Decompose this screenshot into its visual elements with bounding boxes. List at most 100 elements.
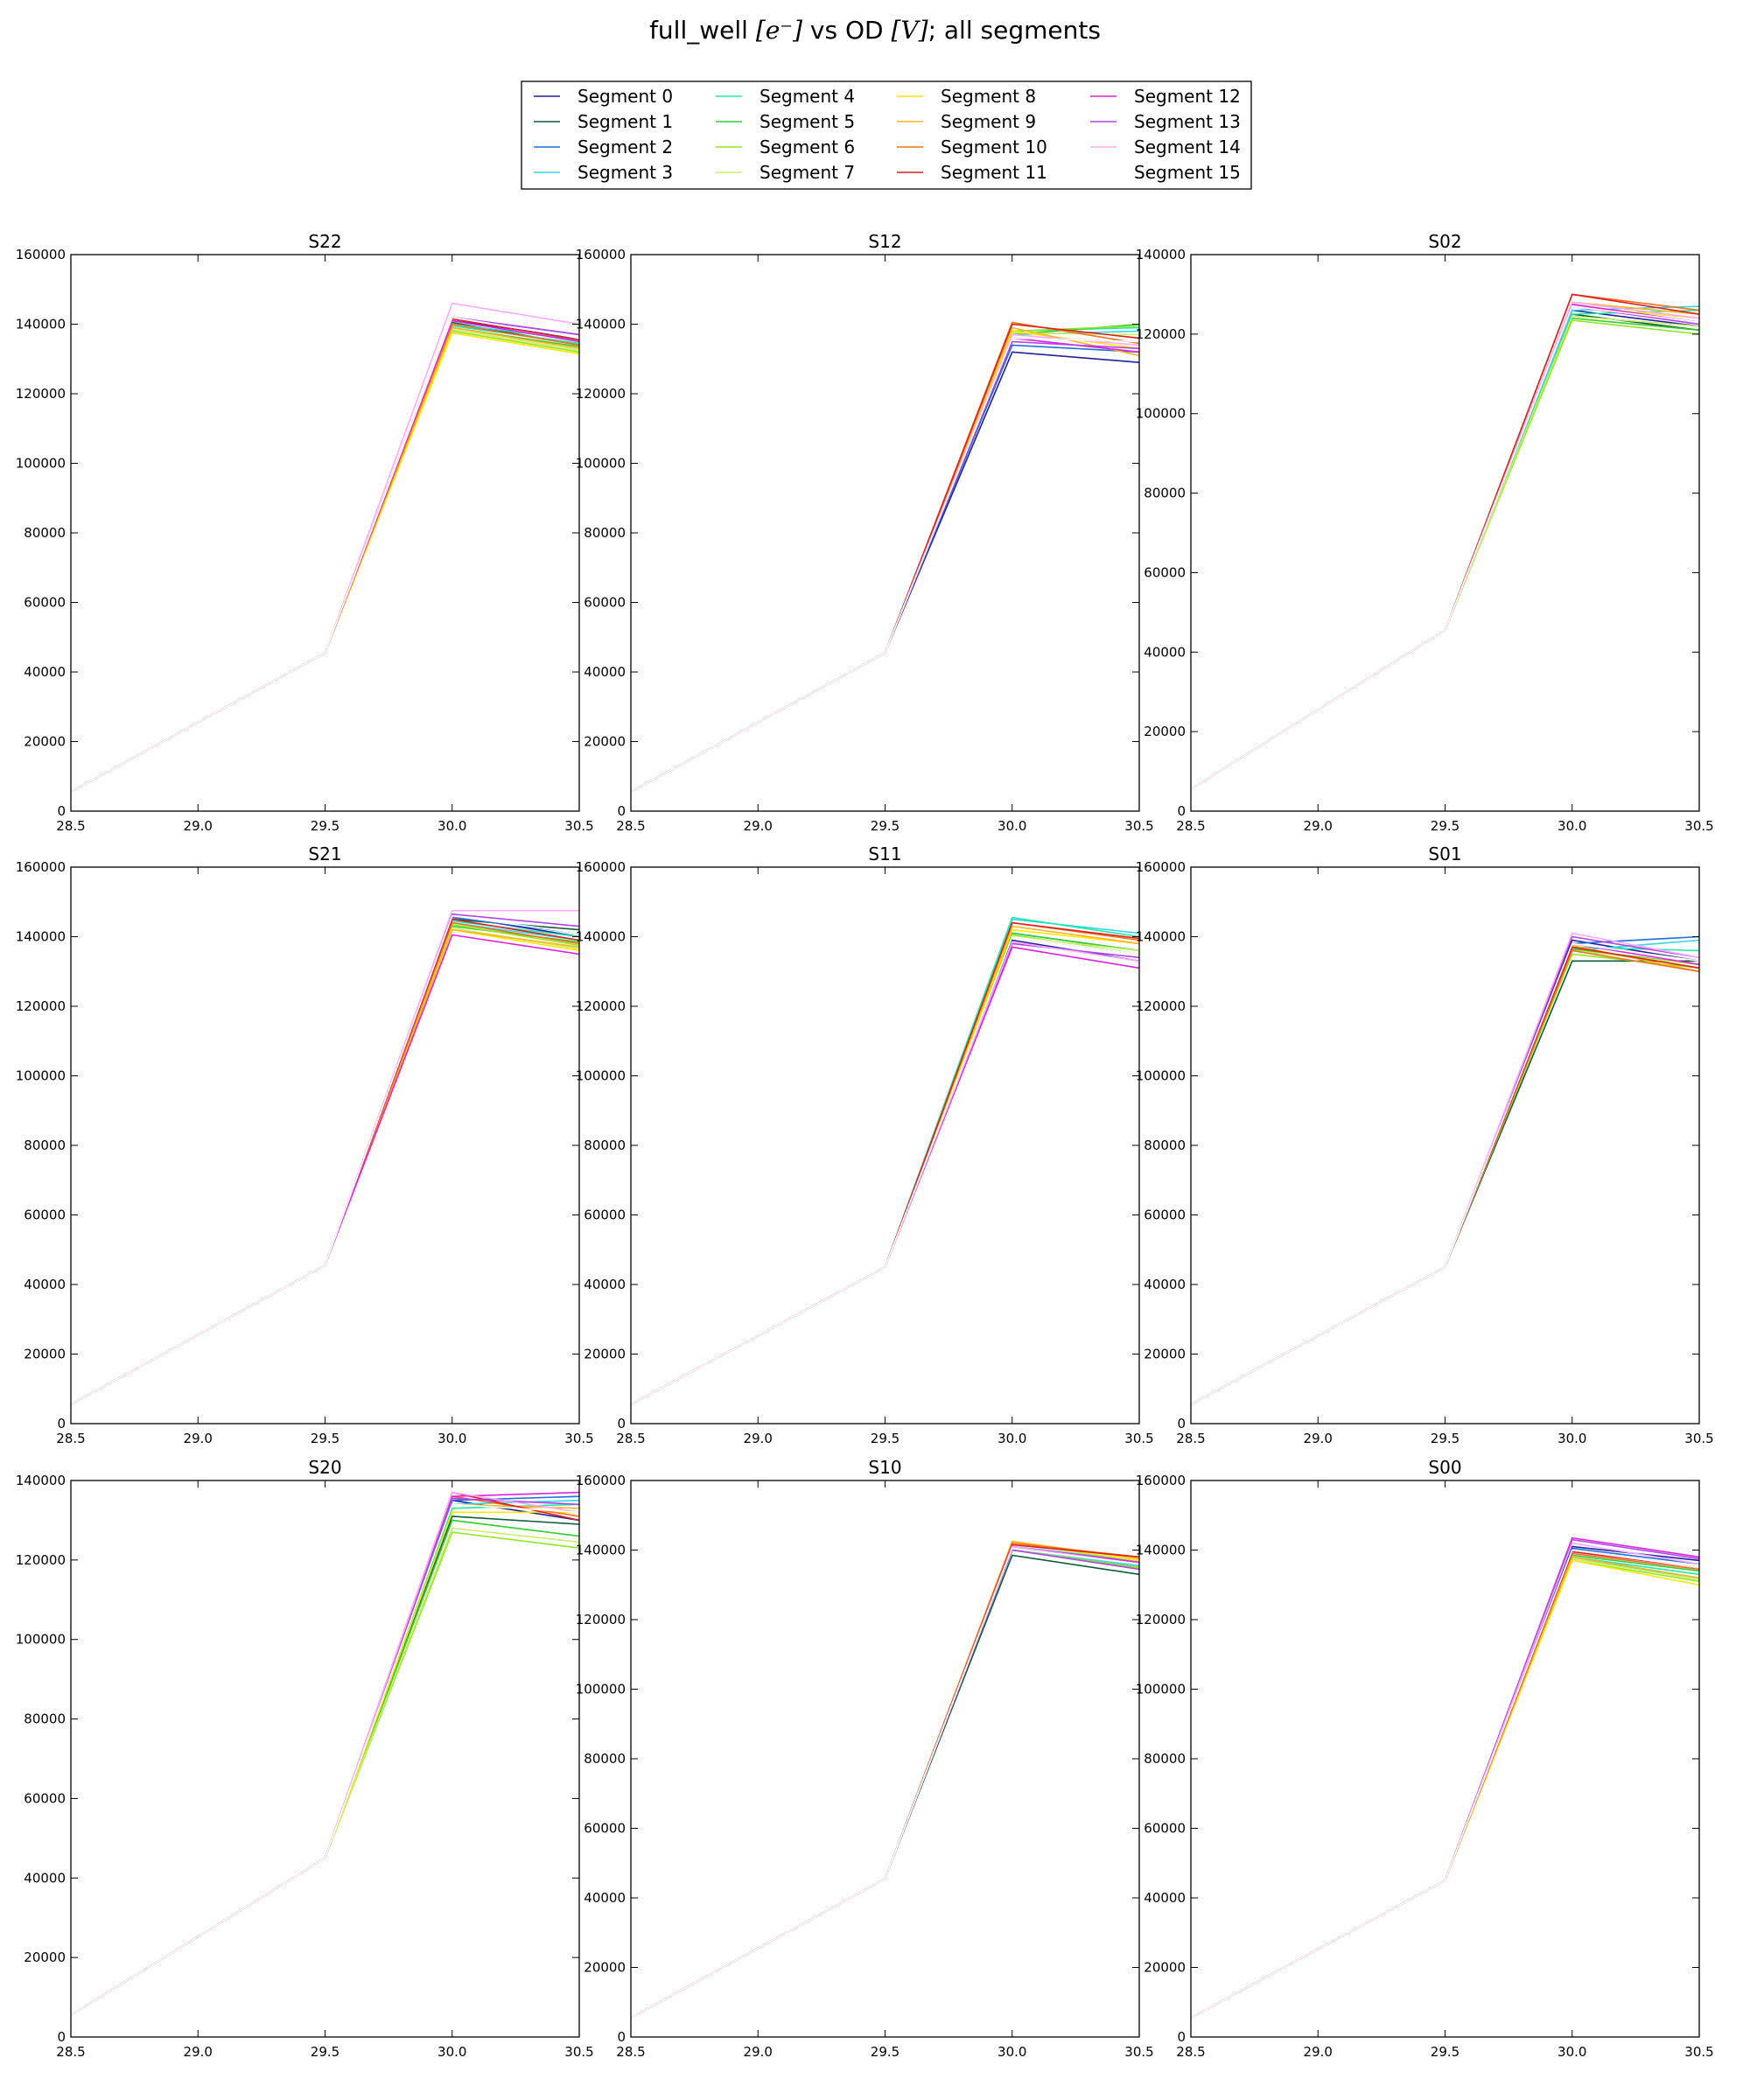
legend-label: Segment 6	[760, 136, 855, 158]
series-line	[1190, 313, 1700, 790]
series-line	[1190, 1556, 1700, 2019]
y-tick-label: 120000	[576, 386, 626, 402]
x-tick-label: 30.0	[998, 1431, 1026, 1446]
x-tick-label: 29.0	[1304, 1431, 1333, 1446]
series-line	[70, 1499, 580, 2016]
y-tick-label: 20000	[24, 1950, 66, 1965]
series-line	[630, 323, 1140, 793]
y-tick-label: 0	[57, 1416, 66, 1432]
legend-label: Segment 2	[578, 136, 673, 158]
x-tick-label: 29.0	[184, 1431, 213, 1446]
x-tick-label: 30.5	[564, 818, 593, 834]
x-tick-label: 29.5	[871, 1431, 900, 1446]
x-tick-label: 30.5	[1684, 2044, 1713, 2060]
y-tick-label: 100000	[16, 456, 66, 472]
panel-s22: S22 28.5 29.0 29.5 30.0 30.5 0 20000 40000 60000 8…	[16, 231, 594, 834]
series-line	[70, 925, 580, 1405]
series-line	[70, 321, 580, 793]
plot-frame	[70, 866, 580, 1424]
series-line	[630, 321, 1140, 793]
series-line	[70, 1516, 580, 2016]
series-line	[70, 316, 580, 793]
plot-frame	[70, 1480, 580, 2038]
series-line	[630, 1554, 1140, 2019]
series-line	[70, 318, 580, 793]
y-tick-label: 20000	[584, 1347, 626, 1362]
series-line	[1190, 1545, 1700, 2019]
panel-title: S20	[308, 1457, 341, 1478]
y-tick-label: 100000	[1136, 1068, 1186, 1084]
series-line	[70, 909, 579, 1405]
y-tick-label: 0	[617, 1416, 626, 1432]
y-tick-label: 100000	[16, 1068, 66, 1084]
title-part-5: ; all segments	[928, 16, 1101, 45]
series-line	[70, 323, 580, 793]
series-line	[1190, 939, 1700, 1405]
y-tick-label: 140000	[16, 929, 66, 945]
x-tick-label: 30.0	[438, 1431, 466, 1446]
series-line	[1190, 946, 1700, 1405]
y-tick-label: 40000	[24, 664, 66, 680]
figure-title: full_well [e⁻] vs OD [V]; all segments	[0, 16, 1750, 45]
y-tick-label: 20000	[24, 1347, 66, 1362]
y-tick-label: 20000	[1144, 1347, 1186, 1362]
series-line	[630, 1544, 1140, 2019]
series-line	[1190, 935, 1700, 1405]
series-line	[1190, 935, 1700, 1405]
series-line	[630, 1542, 1140, 2019]
series-line	[630, 921, 1140, 1405]
series-line	[1190, 293, 1700, 790]
series-line	[70, 319, 580, 793]
x-tick-label: 29.0	[1304, 818, 1333, 834]
series-line	[1190, 942, 1700, 1405]
series-line	[1190, 960, 1699, 1405]
series-line	[70, 918, 580, 1405]
series-line	[70, 923, 580, 1405]
series-line	[630, 337, 1140, 793]
y-tick-label: 120000	[16, 386, 66, 402]
x-tick-label: 28.5	[616, 818, 645, 834]
series-line	[1190, 942, 1700, 1405]
series-line	[1190, 301, 1700, 790]
series-line	[1190, 1558, 1700, 2019]
y-tick-label: 60000	[584, 1208, 626, 1223]
series-line	[630, 1545, 1140, 2019]
series-line	[70, 928, 580, 1405]
y-tick-label: 140000	[1136, 929, 1186, 945]
series-line	[70, 323, 580, 793]
y-tick-label: 80000	[584, 525, 626, 541]
y-tick-label: 140000	[16, 317, 66, 332]
x-tick-label: 30.5	[1684, 818, 1713, 834]
y-tick-label: 0	[617, 803, 626, 819]
y-tick-label: 40000	[1144, 1890, 1186, 1906]
y-tick-label: 100000	[1136, 406, 1186, 422]
series-line	[1190, 1542, 1700, 2019]
series-line	[70, 913, 580, 1405]
x-tick-label: 28.5	[56, 1431, 85, 1446]
y-tick-label: 100000	[1136, 1682, 1186, 1698]
y-tick-label: 160000	[576, 859, 626, 875]
series-line	[630, 942, 1140, 1405]
series-line	[1190, 1559, 1700, 2019]
series-line	[70, 1499, 580, 2016]
series-line	[630, 932, 1140, 1405]
series-line	[630, 1542, 1140, 2019]
x-tick-label: 30.0	[1558, 818, 1586, 834]
panel-s21: S21 28.5 29.0 29.5 30.0 30.5 0 20000 40000 60000 8…	[16, 844, 594, 1446]
y-tick-label: 140000	[576, 1543, 626, 1558]
x-tick-label: 29.5	[311, 1431, 340, 1446]
y-tick-label: 40000	[584, 664, 626, 680]
series-line	[1190, 944, 1700, 1405]
series-line	[1190, 932, 1700, 1405]
panel-s00: S00 28.5 29.0 29.5 30.0 30.5 0 20000 40000 60000 8…	[1136, 1457, 1714, 2060]
legend-label: Segment 1	[578, 111, 673, 132]
series-line	[70, 918, 580, 1405]
series-line	[70, 1527, 580, 2016]
x-tick-label: 29.5	[1431, 818, 1460, 834]
panel-s20: S20 28.5 29.0 29.5 30.0 30.5 0 20000 40000 60000 8…	[16, 1457, 594, 2060]
y-tick-label: 60000	[24, 1208, 66, 1223]
series-line	[70, 330, 580, 793]
series-line	[1190, 1559, 1700, 2019]
x-tick-label: 30.5	[1684, 1431, 1713, 1446]
series-line	[70, 1503, 580, 2016]
